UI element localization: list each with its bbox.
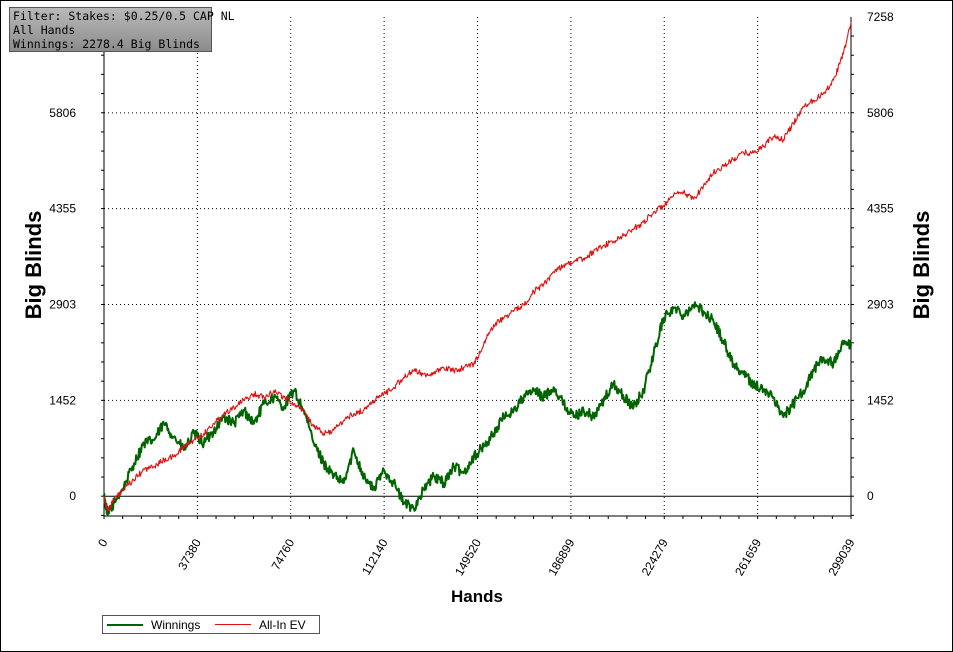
winnings-swatch	[107, 624, 143, 626]
y-tick-label-right: 4355	[867, 202, 894, 216]
filter-line: Filter: Stakes: $0.25/0.5 CAP NL	[13, 9, 235, 23]
y-tick-label-left: 4355	[49, 202, 76, 216]
y-tick-label-right: 1452	[867, 393, 894, 407]
axes	[101, 17, 854, 519]
y-tick-label-left: 1452	[49, 393, 76, 407]
y-tick-label-right: 0	[867, 489, 874, 503]
legend-label-allin-ev: All-In EV	[259, 618, 306, 632]
y-axis-title-right: Big Blinds	[909, 211, 934, 320]
hands-filter-line: All Hands	[13, 23, 76, 37]
series-layer	[103, 22, 852, 516]
x-tick-label: 149520	[452, 536, 484, 578]
x-tick-label: 0	[95, 536, 111, 549]
y-tick-label-left: 2903	[49, 298, 76, 312]
x-tick-label: 37380	[175, 536, 204, 572]
winnings-line	[103, 301, 852, 516]
y-tick-label-right: 7258	[867, 10, 894, 24]
y-tick-label-left: 5806	[49, 106, 76, 120]
y-tick-label-right: 2903	[867, 298, 894, 312]
winnings-summary-line: Winnings: 2278.4 Big Blinds	[13, 37, 200, 51]
x-tick-label: 74760	[269, 536, 298, 572]
x-tick-label: 261659	[732, 536, 764, 578]
y-tick-label-right: 5806	[867, 106, 894, 120]
legend: Winnings All-In EV	[102, 615, 320, 634]
allin-ev-swatch	[215, 624, 251, 625]
filter-info-box: Filter: Stakes: $0.25/0.5 CAP NL All Han…	[9, 7, 235, 52]
x-axis-title: Hands	[451, 587, 503, 606]
x-tick-label: 112140	[359, 536, 391, 577]
legend-label-winnings: Winnings	[151, 618, 201, 632]
allin-ev-line	[103, 22, 852, 512]
x-tick-label: 224279	[639, 536, 671, 578]
x-tick-label: 299039	[825, 536, 857, 578]
y-tick-label-left: 0	[69, 489, 76, 503]
y-axis-title-left: Big Blinds	[21, 211, 46, 320]
x-tick-label: 186899	[545, 536, 577, 578]
tick-labels: 0014521452290329034355435558065806725872…	[49, 10, 894, 578]
grid	[104, 17, 851, 516]
